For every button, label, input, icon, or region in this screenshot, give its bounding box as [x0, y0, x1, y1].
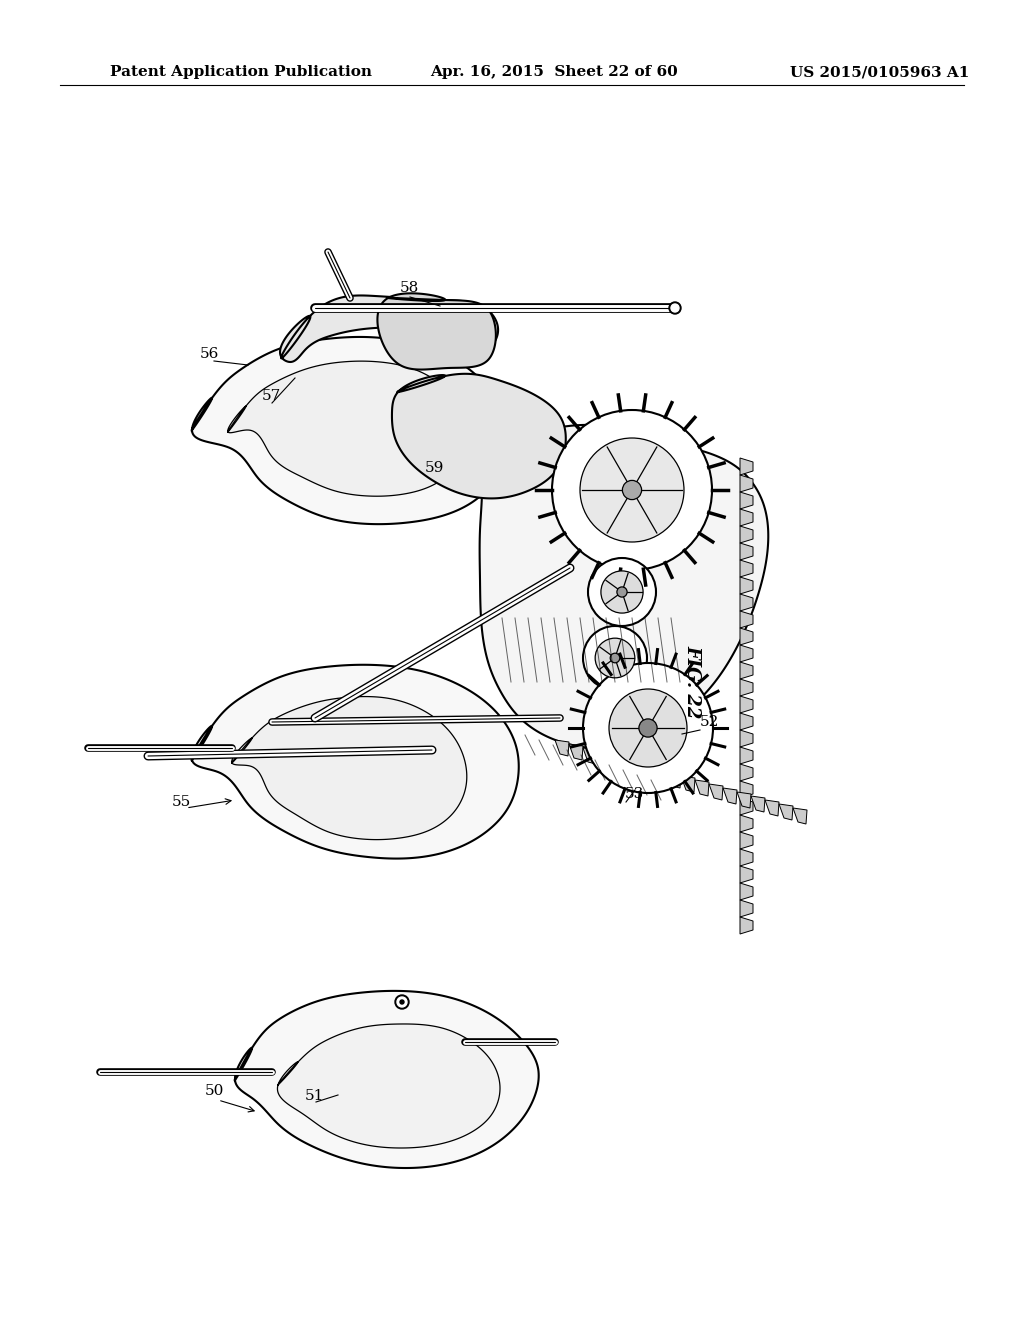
Circle shape — [623, 480, 642, 499]
Polygon shape — [740, 543, 753, 560]
Polygon shape — [751, 796, 765, 812]
Polygon shape — [740, 917, 753, 935]
Polygon shape — [740, 713, 753, 730]
Polygon shape — [740, 883, 753, 900]
Polygon shape — [779, 804, 793, 820]
Circle shape — [400, 1001, 404, 1005]
Polygon shape — [611, 756, 625, 772]
Polygon shape — [392, 374, 566, 499]
Text: 52: 52 — [700, 715, 720, 729]
Text: 59: 59 — [425, 461, 444, 475]
Polygon shape — [695, 780, 709, 796]
Circle shape — [609, 689, 687, 767]
Polygon shape — [740, 577, 753, 594]
Text: FIG. 22: FIG. 22 — [683, 645, 701, 718]
Circle shape — [552, 411, 712, 570]
Text: 58: 58 — [400, 281, 419, 294]
Polygon shape — [740, 663, 753, 678]
Polygon shape — [191, 665, 519, 858]
Polygon shape — [583, 748, 597, 764]
Polygon shape — [479, 425, 768, 748]
Circle shape — [671, 304, 679, 312]
Polygon shape — [191, 337, 506, 524]
Text: Apr. 16, 2015  Sheet 22 of 60: Apr. 16, 2015 Sheet 22 of 60 — [430, 65, 678, 79]
Circle shape — [395, 995, 409, 1008]
Text: 55: 55 — [172, 795, 191, 809]
Circle shape — [595, 638, 635, 678]
Polygon shape — [653, 768, 667, 784]
Polygon shape — [227, 362, 466, 496]
Polygon shape — [740, 730, 753, 747]
Circle shape — [583, 663, 713, 793]
Polygon shape — [740, 781, 753, 799]
Polygon shape — [378, 293, 496, 370]
Circle shape — [610, 653, 620, 663]
Polygon shape — [740, 900, 753, 917]
Polygon shape — [723, 788, 737, 804]
Polygon shape — [569, 744, 583, 760]
Polygon shape — [740, 458, 753, 475]
Polygon shape — [740, 799, 753, 814]
Polygon shape — [765, 800, 779, 816]
Polygon shape — [597, 752, 611, 768]
Text: 53: 53 — [625, 787, 644, 801]
Polygon shape — [740, 866, 753, 883]
Text: Patent Application Publication: Patent Application Publication — [110, 65, 372, 79]
Polygon shape — [740, 611, 753, 628]
Polygon shape — [709, 784, 723, 800]
Polygon shape — [740, 747, 753, 764]
Text: 50: 50 — [205, 1084, 224, 1098]
Polygon shape — [667, 772, 681, 788]
Polygon shape — [231, 697, 467, 840]
Polygon shape — [625, 760, 639, 776]
Polygon shape — [740, 696, 753, 713]
Polygon shape — [740, 510, 753, 525]
Circle shape — [588, 558, 656, 626]
Polygon shape — [740, 678, 753, 696]
Circle shape — [639, 719, 657, 737]
Polygon shape — [737, 792, 751, 808]
Circle shape — [583, 626, 647, 690]
Text: 57: 57 — [262, 389, 282, 403]
Polygon shape — [740, 764, 753, 781]
Polygon shape — [555, 741, 569, 756]
Circle shape — [601, 572, 643, 612]
Text: 51: 51 — [305, 1089, 325, 1104]
Circle shape — [669, 302, 681, 314]
Polygon shape — [740, 560, 753, 577]
Polygon shape — [740, 525, 753, 543]
Polygon shape — [278, 1024, 500, 1148]
Text: 56: 56 — [200, 347, 219, 360]
Text: US 2015/0105963 A1: US 2015/0105963 A1 — [790, 65, 970, 79]
Polygon shape — [793, 808, 807, 824]
Polygon shape — [740, 832, 753, 849]
Polygon shape — [280, 296, 498, 362]
Polygon shape — [740, 849, 753, 866]
Polygon shape — [740, 594, 753, 611]
Circle shape — [397, 997, 407, 1007]
Polygon shape — [740, 645, 753, 663]
Polygon shape — [740, 814, 753, 832]
Polygon shape — [740, 475, 753, 492]
Polygon shape — [681, 776, 695, 792]
Polygon shape — [639, 764, 653, 780]
Polygon shape — [234, 991, 539, 1168]
Polygon shape — [740, 492, 753, 510]
Polygon shape — [740, 628, 753, 645]
Circle shape — [580, 438, 684, 543]
Circle shape — [616, 587, 627, 597]
